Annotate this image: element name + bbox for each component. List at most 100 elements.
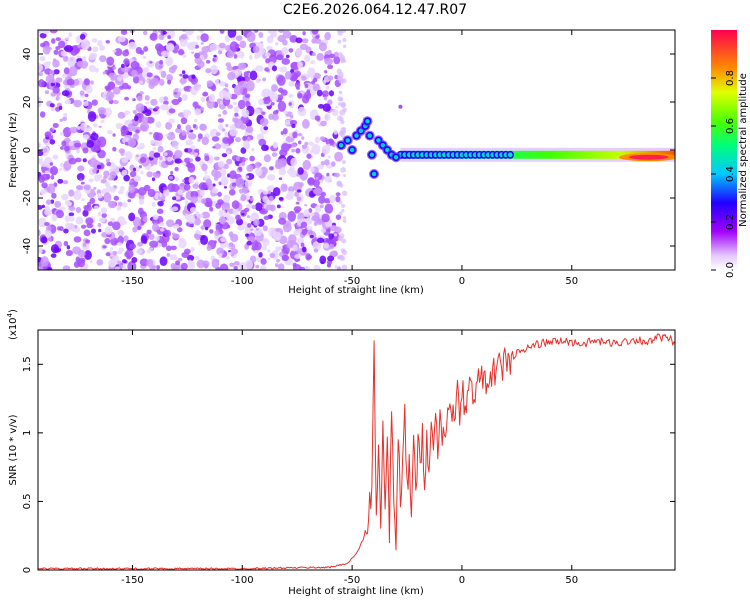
- noise-blob: [251, 204, 256, 210]
- carrier-band: [400, 150, 675, 159]
- noise-blob: [54, 200, 62, 208]
- noise-blob: [39, 111, 46, 118]
- noise-blob: [75, 206, 82, 214]
- noise-blob: [201, 136, 209, 146]
- noise-blob: [211, 258, 220, 269]
- noise-blob: [232, 101, 238, 106]
- noise-blob: [184, 148, 189, 153]
- noise-blob: [65, 222, 71, 229]
- x-tick-label: 0: [459, 276, 465, 287]
- noise-blob: [83, 78, 91, 86]
- noise-blob: [233, 261, 240, 266]
- noise-blob: [108, 259, 117, 268]
- x-tick-label: 0: [459, 575, 465, 586]
- noise-blob: [142, 67, 150, 72]
- noise-blob: [97, 107, 107, 115]
- noise-blob: [262, 195, 269, 203]
- noise-blob: [269, 92, 279, 102]
- noise-blob: [68, 212, 75, 217]
- noise-blob: [131, 256, 138, 263]
- noise-blob: [181, 179, 185, 183]
- noise-blob: [198, 51, 204, 55]
- noise-blob: [262, 77, 267, 82]
- noise-blob: [88, 178, 94, 183]
- noise-blob: [314, 136, 321, 144]
- noise-blob: [83, 184, 91, 191]
- noise-blob: [324, 113, 331, 121]
- noise-blob: [335, 195, 341, 203]
- noise-blob: [99, 45, 105, 51]
- noise-blob: [103, 192, 112, 203]
- noise-blob: [190, 246, 195, 253]
- noise-blob: [112, 99, 119, 105]
- noise-blob: [224, 34, 231, 42]
- noise-blob: [180, 33, 188, 40]
- noise-blob: [290, 61, 299, 71]
- noise-blob: [296, 237, 305, 244]
- noise-blob: [294, 254, 301, 259]
- noise-blob: [44, 208, 53, 216]
- noise-blob: [171, 183, 180, 193]
- noise-blob: [247, 223, 252, 228]
- noise-blob: [277, 263, 285, 270]
- noise-blob: [171, 64, 178, 70]
- noise-blob: [178, 238, 187, 249]
- noise-blob: [137, 241, 143, 247]
- noise-blob: [88, 64, 97, 73]
- noise-blob: [150, 160, 156, 165]
- noise-blob: [244, 179, 253, 188]
- noise-blob: [205, 68, 212, 74]
- peak-core: [628, 154, 669, 160]
- noise-blob: [179, 77, 187, 85]
- noise-blob: [312, 241, 322, 252]
- noise-blob: [200, 33, 209, 43]
- noise-blob: [62, 180, 69, 185]
- noise-blob: [299, 43, 309, 51]
- noise-blob: [230, 248, 239, 255]
- noise-blob: [198, 182, 208, 191]
- noise-blob: [146, 116, 155, 124]
- noise-blob: [170, 170, 174, 175]
- noise-blob: [42, 147, 48, 153]
- noise-blob: [272, 113, 279, 121]
- noise-blob: [50, 166, 59, 176]
- noise-blob: [260, 265, 267, 270]
- noise-blob: [258, 138, 267, 147]
- noise-blob: [62, 127, 72, 138]
- transition-blob: [370, 170, 378, 178]
- noise-blob: [341, 208, 345, 213]
- noise-blob: [127, 261, 137, 270]
- noise-blob: [144, 95, 150, 101]
- noise-blob: [85, 85, 93, 94]
- noise-blob: [221, 128, 226, 132]
- noise-blob: [179, 37, 188, 47]
- noise-blob: [179, 73, 183, 77]
- noise-blob: [104, 226, 113, 235]
- noise-blob: [272, 231, 282, 242]
- noise-blob: [225, 123, 229, 128]
- noise-blob: [49, 103, 55, 108]
- noise-blob: [277, 34, 286, 43]
- noise-blob: [52, 122, 59, 129]
- noise-blob: [156, 208, 164, 215]
- noise-blob: [287, 190, 295, 199]
- noise-blob: [312, 179, 320, 188]
- spectrogram-x-label: Height of straight line (km): [288, 285, 424, 296]
- noise-blob: [84, 204, 92, 212]
- noise-blob: [149, 247, 154, 251]
- noise-blob: [80, 39, 90, 51]
- noise-blob: [79, 90, 85, 96]
- noise-blob: [280, 183, 288, 193]
- noise-blob: [268, 195, 274, 202]
- noise-blob: [329, 194, 337, 204]
- noise-blob: [122, 49, 130, 57]
- noise-blob: [117, 76, 123, 82]
- noise-blob: [51, 214, 58, 222]
- noise-blob: [199, 189, 206, 197]
- noise-blob: [341, 190, 348, 196]
- noise-blob: [235, 177, 245, 189]
- noise-blob: [296, 250, 300, 254]
- noise-blob: [255, 78, 261, 84]
- noise-blob: [129, 170, 137, 178]
- noise-blob: [38, 204, 43, 210]
